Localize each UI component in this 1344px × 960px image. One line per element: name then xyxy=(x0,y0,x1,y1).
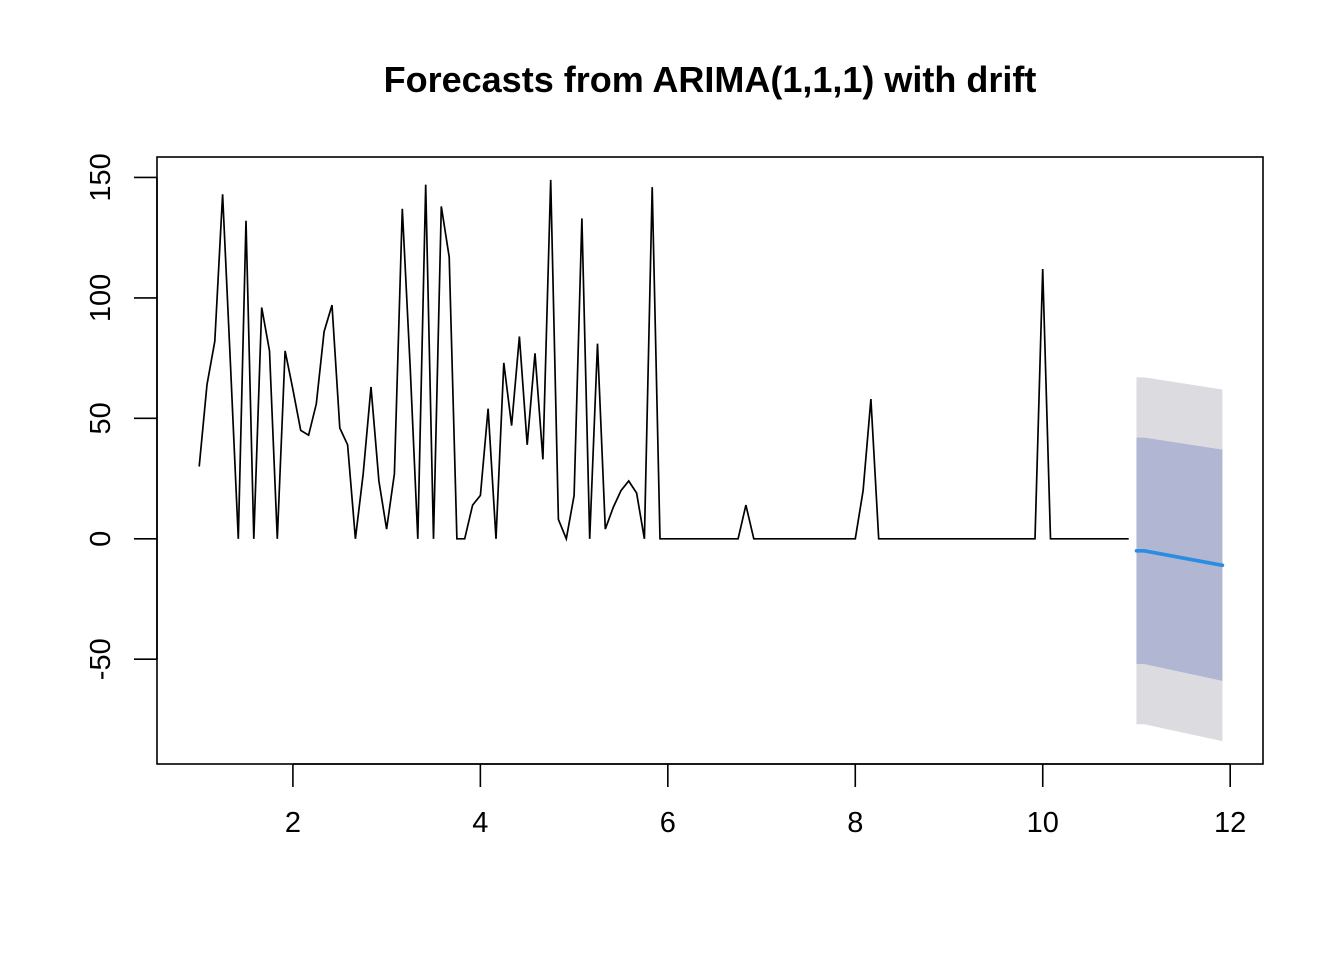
x-tick-label: 8 xyxy=(847,807,863,839)
x-tick-label: 6 xyxy=(660,807,676,839)
y-tick-label: 0 xyxy=(85,531,117,547)
y-tick-label: -50 xyxy=(85,638,117,680)
x-tick-label: 12 xyxy=(1214,807,1246,839)
x-axis: 2 4 6 8 10 12 xyxy=(285,763,1246,839)
series-layer xyxy=(198,179,1225,568)
y-tick-label: 50 xyxy=(85,402,117,434)
x-tick-label: 2 xyxy=(285,807,301,839)
forecast-mean-line xyxy=(1134,548,1225,568)
chart-title: Forecasts from ARIMA(1,1,1) with drift xyxy=(384,59,1037,100)
x-tick-label: 10 xyxy=(1027,807,1059,839)
plot-frame xyxy=(156,156,1264,765)
y-axis: -50 0 50 100 150 xyxy=(85,153,158,680)
y-tick-label: 100 xyxy=(85,274,117,322)
prediction-intervals xyxy=(1136,377,1223,742)
band-80 xyxy=(1136,437,1223,681)
x-tick-label: 4 xyxy=(472,807,488,839)
y-tick-label: 150 xyxy=(85,153,117,201)
observed-series-line xyxy=(198,179,1129,542)
